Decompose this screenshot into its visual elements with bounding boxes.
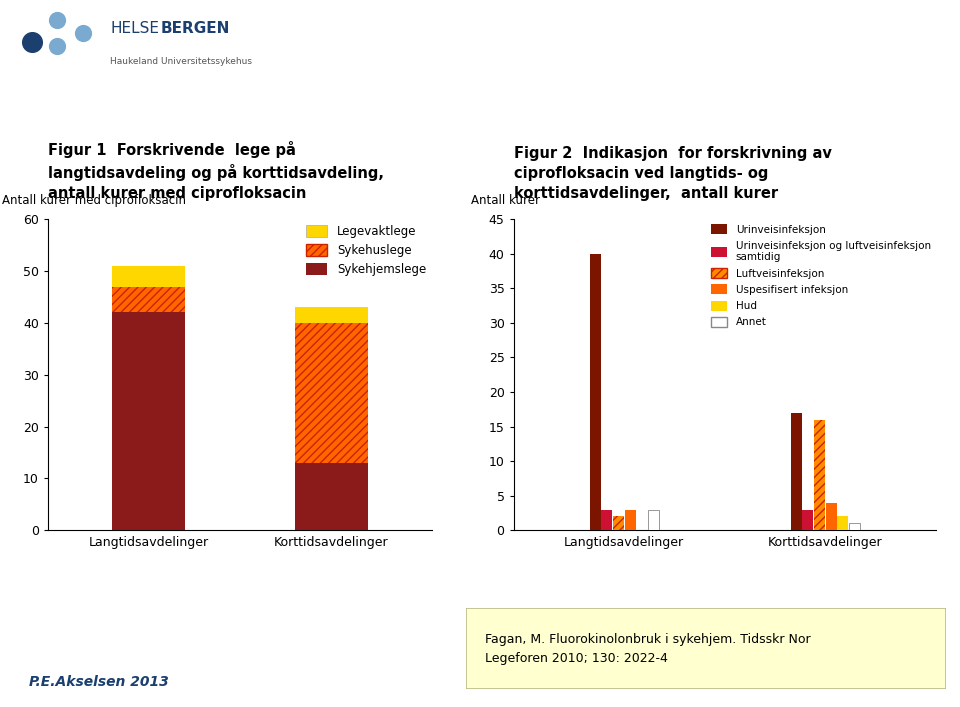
Text: Figur 1  Forskrivende  lege på
langtidsavdeling og på korttidsavdeling,
antall k: Figur 1 Forskrivende lege på langtidsavd…: [48, 141, 384, 201]
Bar: [648, 510, 659, 530]
Bar: [625, 510, 636, 530]
Bar: [814, 420, 825, 530]
Text: Antall kurer med ciprofloksacin: Antall kurer med ciprofloksacin: [2, 194, 186, 206]
Bar: [837, 516, 849, 530]
Text: Haukeland Universitetssykehus: Haukeland Universitetssykehus: [110, 57, 252, 66]
Legend: Urinveisinfeksjon, Urinveisinfeksjon og luftveisinfeksjon
samtidig, Luftveisinfe: Urinveisinfeksjon, Urinveisinfeksjon og …: [707, 220, 935, 332]
Bar: [112, 286, 185, 312]
Legend: Legevaktlege, Sykehuslege, Sykehjemslege: Legevaktlege, Sykehuslege, Sykehjemslege: [301, 221, 431, 281]
Point: [24, 37, 39, 48]
Bar: [612, 516, 624, 530]
Bar: [826, 503, 837, 530]
Text: HELSE: HELSE: [110, 21, 159, 36]
Bar: [589, 254, 601, 530]
Text: Fagan, M. Fluorokinolonbruk i sykehjem. Tidsskr Nor
Legeforen 2010; 130: 2022-4: Fagan, M. Fluorokinolonbruk i sykehjem. …: [485, 633, 810, 665]
Bar: [791, 413, 802, 530]
Bar: [803, 510, 813, 530]
Point: [50, 40, 65, 52]
Bar: [112, 312, 185, 530]
Text: P.E.Akselsen 2013: P.E.Akselsen 2013: [29, 675, 169, 689]
Bar: [295, 323, 368, 463]
Bar: [112, 286, 185, 312]
Bar: [295, 308, 368, 323]
Bar: [814, 420, 825, 530]
Text: Antall kurer: Antall kurer: [471, 194, 540, 206]
Bar: [295, 463, 368, 530]
FancyBboxPatch shape: [466, 608, 946, 689]
Bar: [849, 523, 860, 530]
Bar: [112, 266, 185, 286]
Bar: [612, 516, 624, 530]
Text: Figur 2  Indikasjon  for forskrivning av
ciprofloksacin ved langtids- og
korttid: Figur 2 Indikasjon for forskrivning av c…: [514, 146, 831, 201]
Point: [75, 27, 90, 38]
Text: BERGEN: BERGEN: [160, 21, 230, 36]
Bar: [601, 510, 612, 530]
Point: [50, 14, 65, 25]
Bar: [295, 323, 368, 463]
